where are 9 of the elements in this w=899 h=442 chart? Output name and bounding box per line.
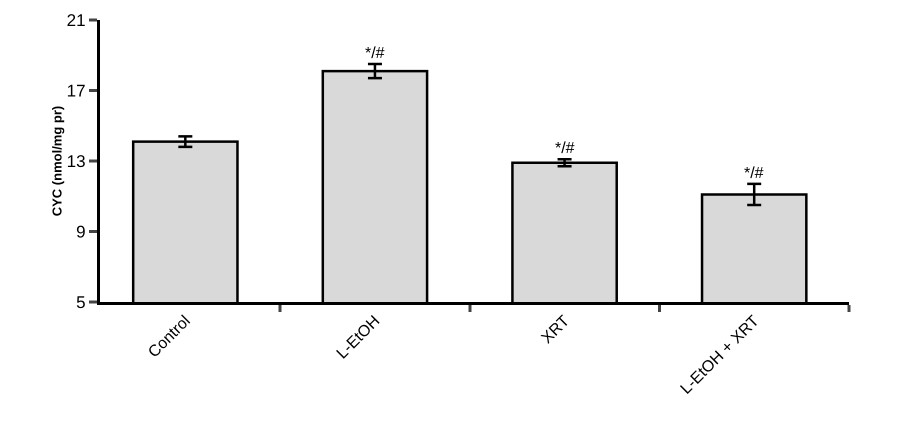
y-tick-label: 13 <box>66 152 86 171</box>
annotation: */# <box>744 165 764 182</box>
annotation: */# <box>555 140 575 157</box>
y-axis-title: CYC (nmol/mg pr) <box>50 106 65 216</box>
y-tick-label: 21 <box>66 10 86 30</box>
y-tick-label: 17 <box>66 81 86 100</box>
y-tick-label: 5 <box>76 292 86 312</box>
y-tick-label: 9 <box>76 222 86 242</box>
annotation: */# <box>365 45 385 62</box>
